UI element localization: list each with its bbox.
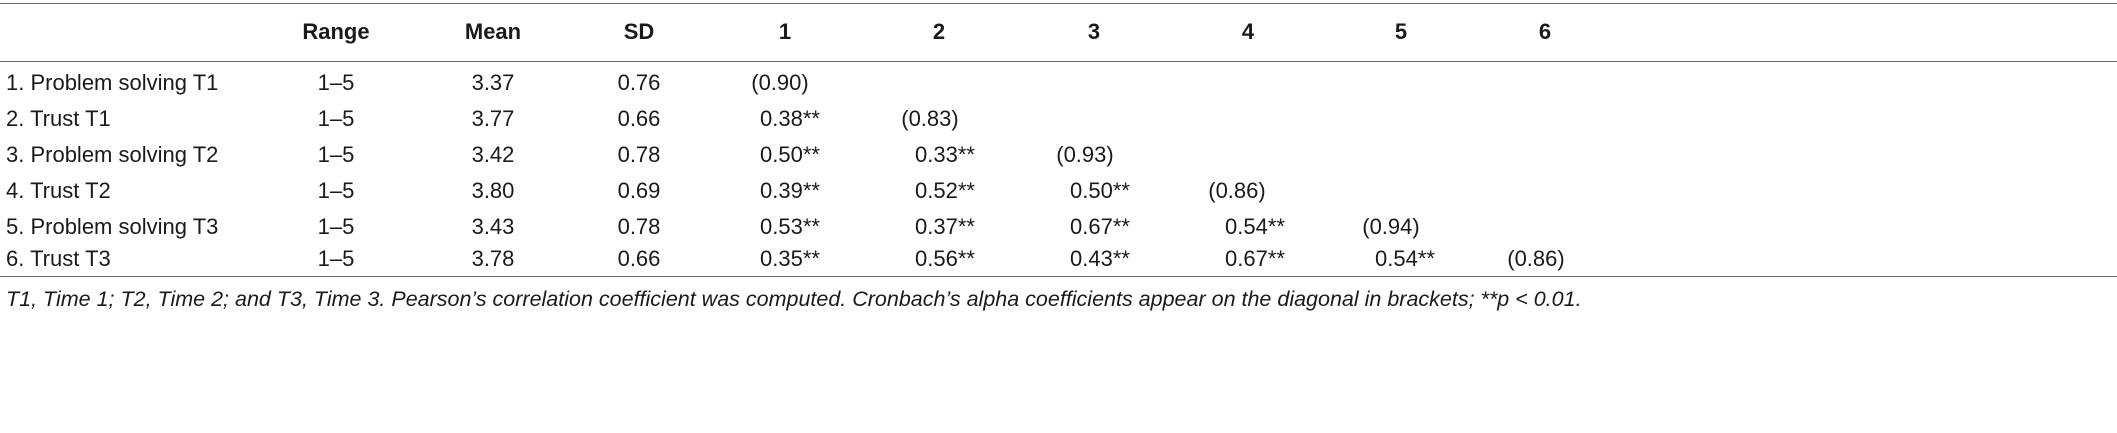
corr-cell-3 [1039,65,1139,101]
corr-cell-6 [1488,65,1588,101]
range-cell: 1–5 [317,246,355,271]
header-cell-5: 5 [1394,19,1408,44]
table-top-rule [0,3,2117,4]
corr-cell-4 [1193,137,1293,173]
sd-cell: 0.76 [617,70,661,95]
corr-cell-6 [1488,137,1588,173]
corr-cell-3: 0.43** [1070,246,1130,271]
corr-cell-2: 0.52** [915,178,975,203]
table-header-rule [0,61,2117,62]
sd-cell: 0.78 [617,214,661,239]
corr-cell-3: 0.67** [1070,214,1130,239]
header-cell-4: 4 [1241,19,1255,44]
row-label: 6. Trust T3 [6,246,111,271]
range-cell: 1–5 [317,106,355,131]
header-cell-label [6,4,206,60]
corr-cell-2: 0.37** [915,214,975,239]
table-row: 5. Problem solving T3 1–5 3.43 0.78 0.53… [0,209,2117,245]
corr-cell-5 [1346,173,1446,209]
header-cell-3: 3 [1087,19,1101,44]
corr-cell-3: (0.93) [1056,142,1114,167]
table-row: 6. Trust T3 1–5 3.78 0.66 0.35** 0.56** … [0,241,2117,277]
sd-cell: 0.66 [617,106,661,131]
corr-cell-5 [1346,65,1446,101]
corr-cell-4: 0.67** [1225,246,1285,271]
row-label: 4. Trust T2 [6,178,111,203]
header-cell-1: 1 [778,19,792,44]
mean-cell: 3.42 [471,142,515,167]
corr-cell-5: (0.94) [1362,214,1420,239]
table-bottom-rule [0,276,2117,277]
table-row: 1. Problem solving T1 1–5 3.37 0.76 (0.9… [0,65,2117,101]
range-cell: 1–5 [317,178,355,203]
header-cell-sd: SD [623,19,655,44]
range-cell: 1–5 [317,214,355,239]
range-cell: 1–5 [317,70,355,95]
row-label: 5. Problem solving T3 [6,214,219,239]
mean-cell: 3.80 [471,178,515,203]
header-cell-mean: Mean [464,19,522,44]
corr-cell-2: 0.56** [915,246,975,271]
corr-cell-4: (0.86) [1208,178,1266,203]
corr-cell-4 [1193,101,1293,137]
mean-cell: 3.78 [471,246,515,271]
table-header-row: Range Mean SD 1 2 3 4 5 6 [0,4,2117,60]
table-row: 2. Trust T1 1–5 3.77 0.66 0.38** (0.83) [0,101,2117,137]
corr-cell-5 [1346,137,1446,173]
mean-cell: 3.43 [471,214,515,239]
mean-cell: 3.77 [471,106,515,131]
row-label: 3. Problem solving T2 [6,142,219,167]
table-row: 3. Problem solving T2 1–5 3.42 0.78 0.50… [0,137,2117,173]
range-cell: 1–5 [317,142,355,167]
corr-cell-4 [1193,65,1293,101]
row-label: 1. Problem solving T1 [6,70,219,95]
sd-cell: 0.78 [617,142,661,167]
corr-cell-5: 0.54** [1375,246,1435,271]
corr-cell-3 [1039,101,1139,137]
corr-cell-3: 0.50** [1070,178,1130,203]
corr-cell-2: 0.33** [915,142,975,167]
corr-cell-6 [1488,209,1588,245]
corr-cell-6 [1488,173,1588,209]
corr-cell-1: 0.50** [760,142,820,167]
sd-cell: 0.66 [617,246,661,271]
corr-cell-2: (0.83) [901,106,959,131]
table-row: 4. Trust T2 1–5 3.80 0.69 0.39** 0.52** … [0,173,2117,209]
corr-cell-6 [1488,101,1588,137]
corr-cell-4: 0.54** [1225,214,1285,239]
corr-cell-1: 0.53** [760,214,820,239]
corr-cell-1: 0.38** [760,106,820,131]
corr-cell-1: 0.39** [760,178,820,203]
corr-cell-1: (0.90) [751,70,809,95]
corr-cell-6: (0.86) [1507,246,1565,271]
corr-cell-2 [884,65,984,101]
mean-cell: 3.37 [471,70,515,95]
header-cell-range: Range [302,19,370,44]
corr-cell-5 [1346,101,1446,137]
row-label: 2. Trust T1 [6,106,111,131]
table-footnote: T1, Time 1; T2, Time 2; and T3, Time 3. … [6,287,1582,311]
corr-cell-1: 0.35** [760,246,820,271]
header-cell-6: 6 [1538,19,1552,44]
header-cell-2: 2 [932,19,946,44]
sd-cell: 0.69 [617,178,661,203]
